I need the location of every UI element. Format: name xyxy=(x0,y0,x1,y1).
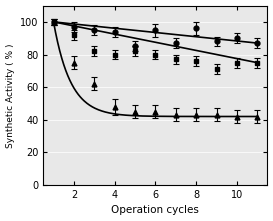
Y-axis label: Synthetic Activity ( % ): Synthetic Activity ( % ) xyxy=(5,43,14,148)
X-axis label: Operation cycles: Operation cycles xyxy=(111,206,199,215)
